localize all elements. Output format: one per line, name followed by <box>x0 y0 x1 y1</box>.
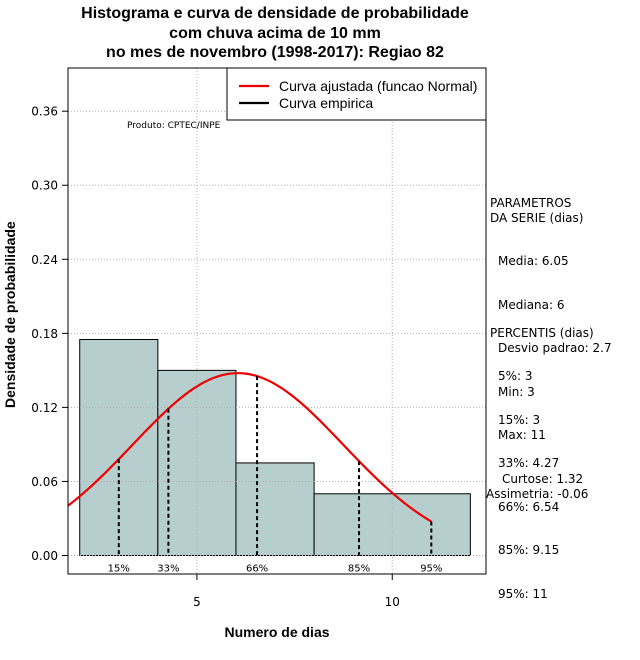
param-max: Max: 11 <box>498 428 546 442</box>
chart-title: Histograma e curva de densidade de proba… <box>0 4 550 63</box>
parametros-list: Media: 6.05 Mediana: 6 Desvio padrao: 2.… <box>498 225 612 457</box>
percentis-list: 5%: 3 15%: 3 33%: 4.27 66%: 6.54 85%: 9.… <box>498 340 559 616</box>
x-tick-label-1: 5 <box>193 595 201 609</box>
assimetria-value: Assimetria: -0.06 <box>486 487 589 501</box>
y-tick-label-7: 0.36 <box>31 105 58 119</box>
y-axis-label: Densidade de probabilidade <box>2 221 18 408</box>
legend-box <box>226 67 487 121</box>
product-label: Produto: CPTEC/INPE <box>127 121 221 131</box>
percentile-label-33: 33% <box>157 563 179 574</box>
percentis-title: PERCENTIS (dias) <box>490 326 594 340</box>
chart-title-line-1: Histograma e curva de densidade de proba… <box>81 5 469 22</box>
percentil-85: 85%: 9.15 <box>498 543 560 557</box>
percentile-label-95: 95% <box>420 563 442 574</box>
parametros-title: PARAMETROS DA SERIE (dias) <box>490 196 584 225</box>
legend-label-1: Curva ajustada (funcao Normal) <box>279 78 477 94</box>
param-media: Media: 6.05 <box>498 254 569 268</box>
percentil-5: 5%: 3 <box>498 369 533 383</box>
chart-title-line-3: no mes de novembro (1998-2017): Regiao 8… <box>106 44 444 61</box>
y-tick-label-1: 0.00 <box>31 549 58 563</box>
x-tick-label-2: 10 <box>385 595 400 609</box>
chart-title-line-2: com chuva acima de 10 mm <box>169 24 381 42</box>
percentil-33: 33%: 4.27 <box>498 456 560 470</box>
y-tick-label-3: 0.12 <box>31 401 58 415</box>
y-tick-label-2: 0.06 <box>31 475 58 489</box>
param-desvio: Desvio padrao: 2.7 <box>498 341 612 355</box>
percentil-15: 15%: 3 <box>498 412 541 427</box>
y-tick-label-5: 0.24 <box>31 253 58 267</box>
percentile-label-66: 66% <box>246 563 268 574</box>
histogram-bar-3 <box>235 462 315 556</box>
percentil-95: 95%: 11 <box>498 586 548 601</box>
x-axis-label: Numero de dias <box>224 624 330 640</box>
percentile-label-15: 15% <box>108 563 130 574</box>
histogram-bar-1 <box>79 339 159 556</box>
param-min: Min: 3 <box>498 384 535 399</box>
param-mediana: Mediana: 6 <box>498 297 565 312</box>
normal-density-curve <box>67 372 432 523</box>
percentile-label-85: 85% <box>348 563 370 574</box>
legend-label-2: Curva empirica <box>279 95 373 111</box>
percentil-66: 66%: 6.54 <box>498 499 560 514</box>
y-tick-label-6: 0.30 <box>31 179 58 193</box>
y-tick-label-4: 0.18 <box>31 327 58 341</box>
curtose-value: Curtose: 1.32 <box>502 472 584 486</box>
